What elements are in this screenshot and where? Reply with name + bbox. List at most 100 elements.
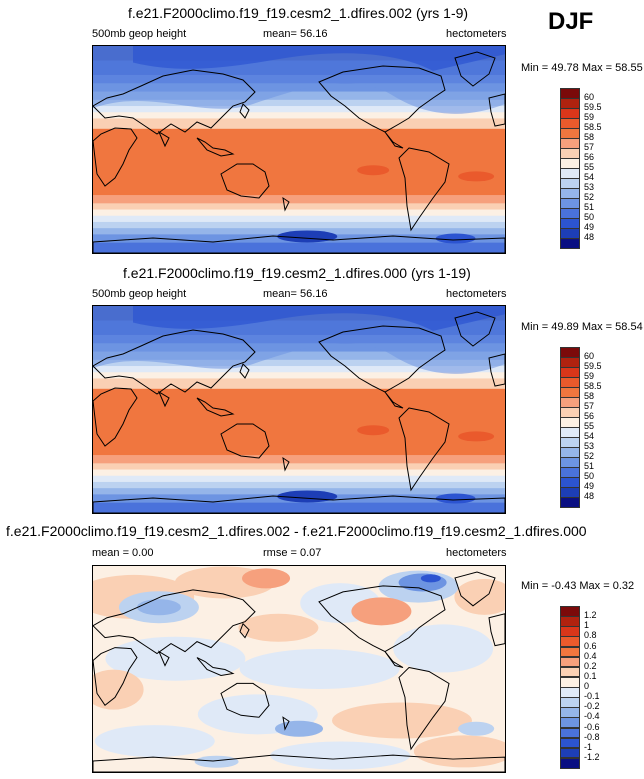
coastline-path [220,423,270,459]
coastline-path [93,647,138,707]
colorbar-box [560,467,580,478]
panel-1-variable-label: 500mb geop height [92,28,187,40]
contour-band [93,195,505,205]
colorbar-box [560,158,580,169]
colorbar-tick-label: 54 [584,431,595,441]
contour-band [93,359,505,368]
colorbar-tick-label: -1 [584,741,593,752]
colorbar-tick-label: -0.4 [584,711,600,722]
panel-1-title: f.e21.F2000climo.f19_f19.cesm2_1.dfires.… [128,5,469,21]
panel-3-minmax: Min = -0.43 Max = 0.32 [521,580,635,592]
colorbar-tick-label: 55 [584,162,595,172]
colorbar-tick-label: -0.1 [584,691,600,702]
colorbar-box [560,757,580,769]
colorbar-tick-label: 56 [584,411,595,421]
contour-band [270,741,411,770]
colorbar-box [560,497,580,508]
coastline-path [93,329,256,395]
coastline-path [157,390,170,408]
contour-band [93,351,505,361]
colorbar-tick-label: 59 [584,371,595,381]
colorbar-box [560,646,580,658]
coastline-path [282,456,290,472]
colorbar-box [560,138,580,149]
coastlines [93,571,505,772]
panel-1-minmax: Min = 49.78 Max = 58.55 [521,62,643,74]
coastline-path [318,65,446,133]
panel-2-units-label: hectometers [446,288,507,300]
contour-band [93,91,505,101]
colorbar-tick-label: 51 [584,202,595,212]
colorbar-tick-label: 55 [584,421,595,431]
coastline-path [220,682,270,718]
colorbar-box [560,397,580,408]
contour-band [357,425,390,436]
contour-band [93,203,505,211]
panel-3-units-label: hectometers [446,547,507,559]
contour-band [458,171,495,182]
colorbar-tick-label: 60 [584,351,595,361]
panel-3-rmse-label: rmse = 0.07 [263,547,322,559]
colorbar-tick-label: 52 [584,451,595,461]
colorbar-tick-label: 48 [584,232,595,242]
contour-band [93,221,505,230]
coastline-path [398,666,450,751]
coastlines [93,311,505,513]
contour-band [242,568,291,589]
colorbar-box [560,118,580,129]
contour-band [93,372,505,380]
colorbar-tick-label: 0.2 [584,660,597,671]
colorbar-box [560,707,580,718]
colorbar-box [560,168,580,179]
coastline-path [239,363,250,379]
contour-band [93,455,505,465]
panel-3-colorbar: 1.2 1 0.8 0.6 0.4 0.2 0.1 0 -0.1 -0.2 -0.4 -0.6 -0.8… [560,606,600,769]
colorbar-tick-label: -0.8 [584,731,600,742]
colorbar-box [560,347,580,358]
colorbar-box [560,357,580,368]
colorbar-box [560,626,580,637]
colorbar-box [560,697,580,708]
contour-band [458,431,495,442]
colorbar-box [560,128,580,139]
colorbar-box [560,417,580,428]
contour-band [93,128,505,197]
coastline-path [384,131,404,149]
panel-1-mean-label: mean= 56.16 [263,28,328,40]
contour-band [194,755,239,768]
panel-1-units-label: hectometers [446,28,507,40]
contour-band [93,469,505,477]
colorbar-box [560,437,580,448]
coastline-path [196,137,235,157]
colorbar-tick-label: 0.4 [584,650,597,661]
colorbar-tick-label: 60 [584,92,595,102]
panel-3-title: f.e21.F2000climo.f19_f19.cesm2_1.dfires.… [6,523,587,539]
contour-band [133,46,505,71]
coastline-path [220,163,270,199]
coastline-path [93,754,505,772]
coastline-path [93,235,505,253]
colorbar-box [560,407,580,418]
colorbar-tick-label: 51 [584,461,595,471]
coastlines [93,51,505,253]
colorbar-box [560,487,580,498]
coastline-path [93,69,256,135]
coastline-path [454,51,496,87]
contour-band [238,613,319,642]
coastline-path [93,127,138,187]
panel-3-mean-label: mean = 0.00 [92,547,154,559]
contour-band [93,388,505,457]
contour-band [420,574,441,583]
coastline-path [239,103,250,119]
colorbar-tick-label: -1.2 [584,751,600,762]
contour-band [93,463,505,471]
colorbar-box [560,717,580,728]
coastline-path [318,325,446,393]
colorbar-tick-label: 58.5 [584,381,602,391]
coastline-path [93,495,505,513]
contour-band [93,99,505,108]
contour-band [93,242,505,253]
coastline-path [196,657,235,676]
colorbar-tick-label: 59.5 [584,361,602,371]
coastline-path [398,147,450,232]
